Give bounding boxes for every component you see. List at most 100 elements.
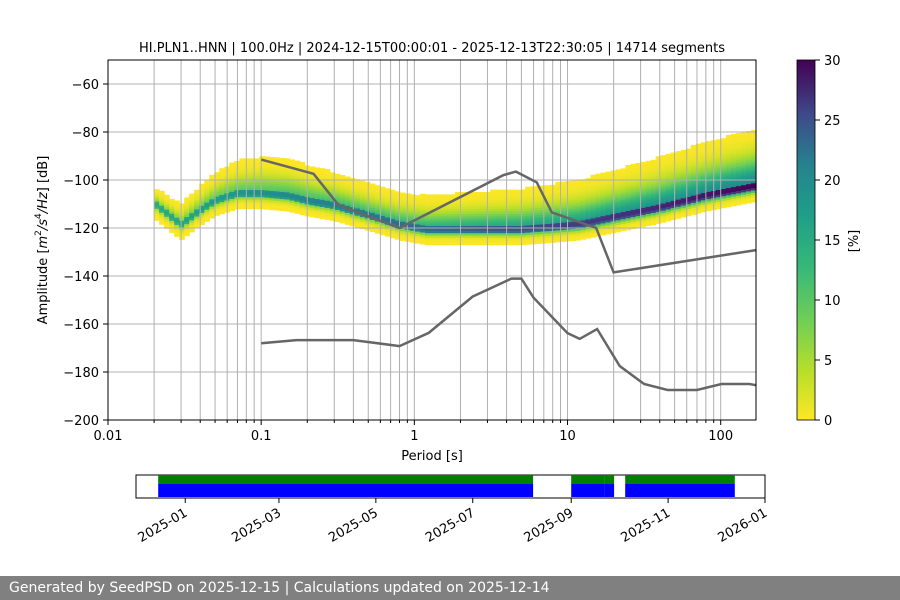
heatmap-cell [630,221,637,225]
heatmap-cell [560,198,566,202]
heatmap-cell [184,202,190,205]
heatmap-cell [440,223,446,226]
heatmap-cell [209,184,215,188]
heatmap-cell [625,167,632,171]
heatmap-cell [204,183,210,186]
heatmap-cell [505,189,511,193]
colorbar [796,59,816,421]
heatmap-cell [490,189,496,193]
heatmap-cell [751,134,757,138]
heatmap-cell [239,187,245,190]
heatmap-cell [289,169,296,172]
heatmap-cell [751,139,757,143]
heatmap-cell [575,182,581,186]
heatmap-cell [690,159,697,163]
heatmap-cell [470,232,476,236]
heatmap-cell [570,231,576,234]
heatmap-cell [575,216,581,219]
heatmap-cell [570,199,576,203]
heatmap-cell [500,223,506,226]
heatmap-cell [595,224,602,227]
heatmap-cell [725,185,732,189]
heatmap-cell [194,209,200,212]
heatmap-cell [555,189,561,192]
heatmap-cell [214,174,220,178]
heatmap-cell [665,206,672,210]
heatmap-cell [580,232,586,235]
heatmap-cell [746,143,752,146]
heatmap-cell [615,181,622,185]
heatmap-cell [500,201,506,205]
heatmap-cell [319,177,326,181]
heatmap-cell [359,190,366,194]
heatmap-cell [560,234,566,238]
heatmap-cell [460,208,466,212]
heatmap-cell [394,198,401,202]
heatmap-cell [565,236,571,239]
heatmap-cell [720,188,727,192]
heatmap-cell [445,220,451,224]
heatmap-cell [655,158,662,162]
heatmap-cell [430,218,436,222]
heatmap-cell [645,168,652,171]
heatmap-cell [455,242,461,246]
heatmap-cell [685,172,692,176]
heatmap-cell [580,181,586,185]
heatmap-cell [505,206,511,210]
heatmap-cell [294,172,301,176]
heatmap-cell [545,228,551,232]
heatmap-cell [354,224,361,228]
heatmap-cell [720,138,727,141]
heatmap-cell [625,191,632,195]
heatmap-cell [585,207,592,210]
heatmap-cell [470,235,476,238]
heatmap-cell [660,162,667,166]
heatmap-cell [645,220,652,224]
heatmap-cell [705,145,712,149]
heatmap-cell [414,219,421,222]
heatmap-cell [314,193,321,197]
heatmap-cell [585,183,592,186]
heatmap-cell [655,197,662,200]
heatmap-cell [715,172,722,176]
heatmap-cell [214,198,220,202]
heatmap-cell [349,177,356,181]
heatmap-cell [455,223,461,226]
heatmap-cell [720,162,727,165]
heatmap-cell [510,201,516,205]
heatmap-cell [655,213,662,217]
heatmap-cell [675,206,682,210]
heatmap-cell [535,236,541,240]
heatmap-cell [735,133,742,136]
colorbar-tick-label: 15 [824,234,841,249]
heatmap-cell [580,184,586,187]
heatmap-cell [625,208,632,211]
heatmap-cell [700,192,707,196]
heatmap-cell [570,202,576,205]
heatmap-cell [560,195,566,199]
heatmap-cell [730,162,737,166]
heatmap-cell [670,200,677,204]
heatmap-cell [374,202,381,205]
heatmap-cell [199,222,205,225]
heatmap-cell [490,230,496,234]
heatmap-cell [695,170,702,173]
heatmap-cell [605,198,612,201]
heatmap-cell [419,198,426,202]
heatmap-cell [374,185,381,188]
heatmap-cell [751,154,757,157]
heatmap-cell [645,187,652,190]
heatmap-cell [695,174,702,178]
heatmap-cell [735,135,742,139]
heatmap-cell [319,197,326,200]
heatmap-cell [169,208,175,212]
heatmap-cell [565,188,571,191]
heatmap-cell [394,193,401,197]
heatmap-cell [414,207,421,210]
timeline-axis: 2025-01 2025-03 2025-05 2025-07 2025-09 2025-… [136,498,770,546]
heatmap-cell [540,185,546,189]
heatmap-cell [364,198,371,202]
heatmap-cell [630,209,637,213]
heatmap-cell [730,198,737,202]
heatmap-cell [635,186,642,190]
